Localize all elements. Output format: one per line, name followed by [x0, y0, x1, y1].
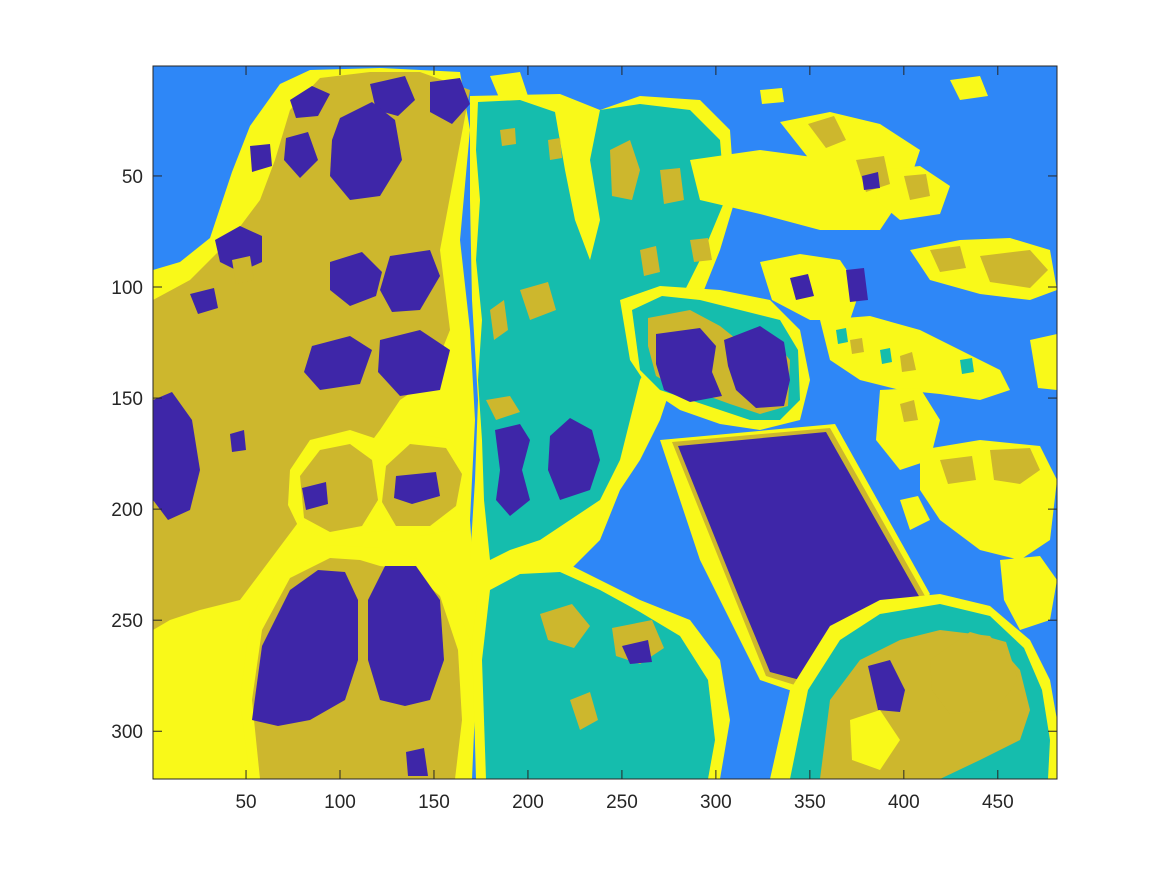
y-tick-label: 250	[111, 611, 143, 632]
right-sole-pair	[620, 286, 810, 430]
x-tick-label: 250	[606, 792, 638, 813]
axes-box	[152, 65, 1058, 780]
y-tick-label: 200	[111, 500, 143, 521]
x-tick-label: 350	[794, 792, 826, 813]
cluster-image	[153, 66, 1057, 779]
y-tick-label: 100	[111, 278, 143, 299]
center-teal-cluster	[470, 94, 735, 640]
y-axis: 50 100 150 200 250 300	[111, 167, 1057, 743]
x-axis: 50 100 150 200 250 300 350 400 450	[235, 66, 1014, 813]
right-scattered-blobs	[690, 76, 1057, 630]
middle-left-pads	[288, 430, 470, 540]
bottom-middle-sole	[472, 560, 730, 779]
x-tick-label: 100	[324, 792, 356, 813]
bottom-left-soles	[240, 545, 475, 779]
x-tick-label: 150	[418, 792, 450, 813]
x-tick-label: 50	[235, 792, 256, 813]
x-tick-label: 300	[700, 792, 732, 813]
left-stone-cluster	[153, 68, 478, 779]
right-teal-flecks	[836, 328, 974, 374]
x-tick-label: 200	[512, 792, 544, 813]
x-tick-label: 450	[982, 792, 1014, 813]
top-left-blobs	[232, 72, 528, 284]
y-tick-label: 50	[122, 167, 143, 188]
bottom-right-cluster	[770, 594, 1057, 779]
x-tick-label: 400	[888, 792, 920, 813]
y-tick-label: 300	[111, 722, 143, 743]
y-tick-label: 150	[111, 389, 143, 410]
